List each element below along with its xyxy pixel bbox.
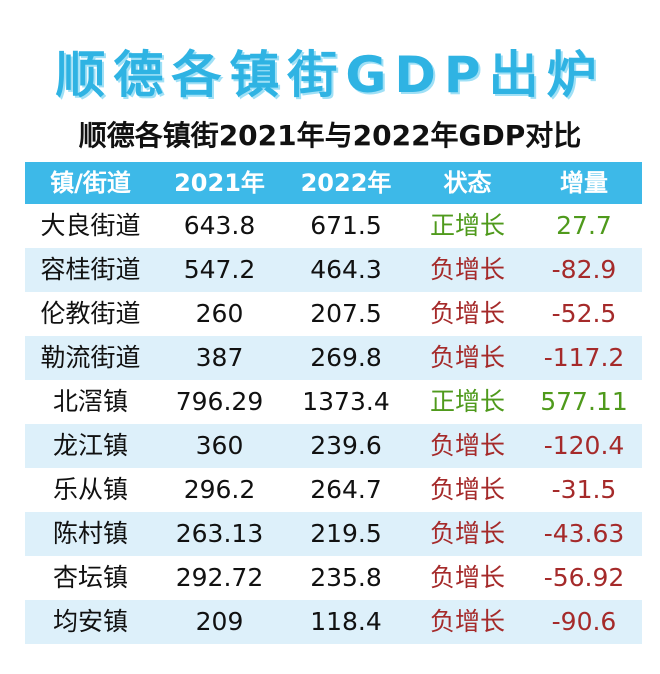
cell-increment: -117.2 bbox=[543, 343, 625, 372]
header-2022: 2022年 bbox=[300, 169, 392, 197]
cell-status: 负增长 bbox=[429, 519, 505, 548]
table-row: 大良街道 643.8 671.5 正增长 27.7 bbox=[25, 204, 642, 248]
table-header: 镇/街道 2021年 2022年 状态 增量 bbox=[25, 162, 642, 204]
header-increment: 增量 bbox=[560, 169, 608, 197]
table-row: 均安镇 209 118.4 负增长 -90.6 bbox=[25, 600, 642, 644]
cell-status: 负增长 bbox=[429, 607, 505, 636]
table-row: 乐从镇 296.2 264.7 负增长 -31.5 bbox=[25, 468, 642, 512]
cell-status: 负增长 bbox=[429, 563, 505, 592]
cell-2022: 671.5 bbox=[310, 211, 382, 240]
table-row: 龙江镇 360 239.6 负增长 -120.4 bbox=[25, 424, 642, 468]
cell-2022: 1373.4 bbox=[302, 387, 390, 416]
cell-2022: 235.8 bbox=[310, 563, 382, 592]
sub-title: 顺德各镇街2021年与2022年GDP对比 bbox=[78, 119, 582, 152]
header-town: 镇/街道 bbox=[50, 169, 131, 197]
cell-increment: -56.92 bbox=[543, 563, 625, 592]
cell-2021: 260 bbox=[195, 299, 244, 328]
cell-town: 容桂街道 bbox=[40, 255, 141, 284]
cell-increment: -52.5 bbox=[551, 299, 617, 328]
cell-increment: 27.7 bbox=[556, 211, 612, 240]
cell-2021: 292.72 bbox=[175, 563, 264, 592]
cell-2021: 547.2 bbox=[183, 255, 256, 284]
table-row: 北滘镇 796.29 1373.4 正增长 577.11 bbox=[25, 380, 642, 424]
cell-town: 乐从镇 bbox=[52, 475, 128, 504]
cell-town: 龙江镇 bbox=[52, 431, 128, 460]
cell-2022: 464.3 bbox=[310, 255, 382, 284]
gdp-table: 镇/街道 2021年 2022年 状态 增量 大良街道 643.8 671.5 正增长… bbox=[25, 162, 642, 644]
cell-increment: -82.9 bbox=[551, 255, 617, 284]
cell-status: 正增长 bbox=[429, 387, 505, 416]
cell-town: 均安镇 bbox=[52, 607, 128, 636]
cell-status: 负增长 bbox=[429, 299, 505, 328]
cell-increment: -90.6 bbox=[551, 607, 617, 636]
main-title: 顺德各镇街GDP出炉 bbox=[55, 46, 605, 104]
cell-2022: 264.7 bbox=[310, 475, 382, 504]
header-status: 状态 bbox=[443, 169, 492, 197]
cell-2021: 360 bbox=[195, 431, 244, 460]
cell-increment: -120.4 bbox=[543, 431, 625, 460]
cell-2022: 219.5 bbox=[310, 519, 382, 548]
cell-town: 陈村镇 bbox=[52, 519, 128, 548]
cell-2021: 796.29 bbox=[175, 387, 264, 416]
cell-status: 负增长 bbox=[429, 431, 505, 460]
cell-increment: 577.11 bbox=[540, 387, 628, 416]
cell-2022: 207.5 bbox=[310, 299, 382, 328]
table-row: 杏坛镇 292.72 235.8 负增长 -56.92 bbox=[25, 556, 642, 600]
header-2021: 2021年 bbox=[174, 169, 265, 197]
cell-status: 负增长 bbox=[429, 255, 505, 284]
cell-status: 正增长 bbox=[429, 211, 505, 240]
cell-status: 负增长 bbox=[429, 343, 505, 372]
cell-status: 负增长 bbox=[429, 475, 505, 504]
cell-2022: 118.4 bbox=[310, 607, 382, 636]
cell-2021: 296.2 bbox=[183, 475, 256, 504]
table-row: 勒流街道 387 269.8 负增长 -117.2 bbox=[25, 336, 642, 380]
cell-2021: 643.8 bbox=[183, 211, 256, 240]
table-row: 陈村镇 263.13 219.5 负增长 -43.63 bbox=[25, 512, 642, 556]
cell-2022: 239.6 bbox=[310, 431, 382, 460]
cell-town: 勒流街道 bbox=[40, 343, 141, 372]
table-body: 大良街道 643.8 671.5 正增长 27.7 容桂街道 547.2 464.3 负增长 -8… bbox=[25, 204, 642, 644]
cell-increment: -43.63 bbox=[543, 519, 625, 548]
cell-town: 杏坛镇 bbox=[52, 563, 128, 592]
cell-2021: 387 bbox=[195, 343, 244, 372]
table-row: 伦教街道 260 207.5 负增长 -52.5 bbox=[25, 292, 642, 336]
cell-2021: 263.13 bbox=[175, 519, 264, 548]
table-row: 容桂街道 547.2 464.3 负增长 -82.9 bbox=[25, 248, 642, 292]
cell-town: 大良街道 bbox=[40, 211, 141, 240]
cell-town: 北滘镇 bbox=[52, 387, 128, 416]
cell-2021: 209 bbox=[195, 607, 244, 636]
cell-increment: -31.5 bbox=[551, 475, 617, 504]
cell-2022: 269.8 bbox=[310, 343, 382, 372]
cell-town: 伦教街道 bbox=[40, 299, 141, 328]
